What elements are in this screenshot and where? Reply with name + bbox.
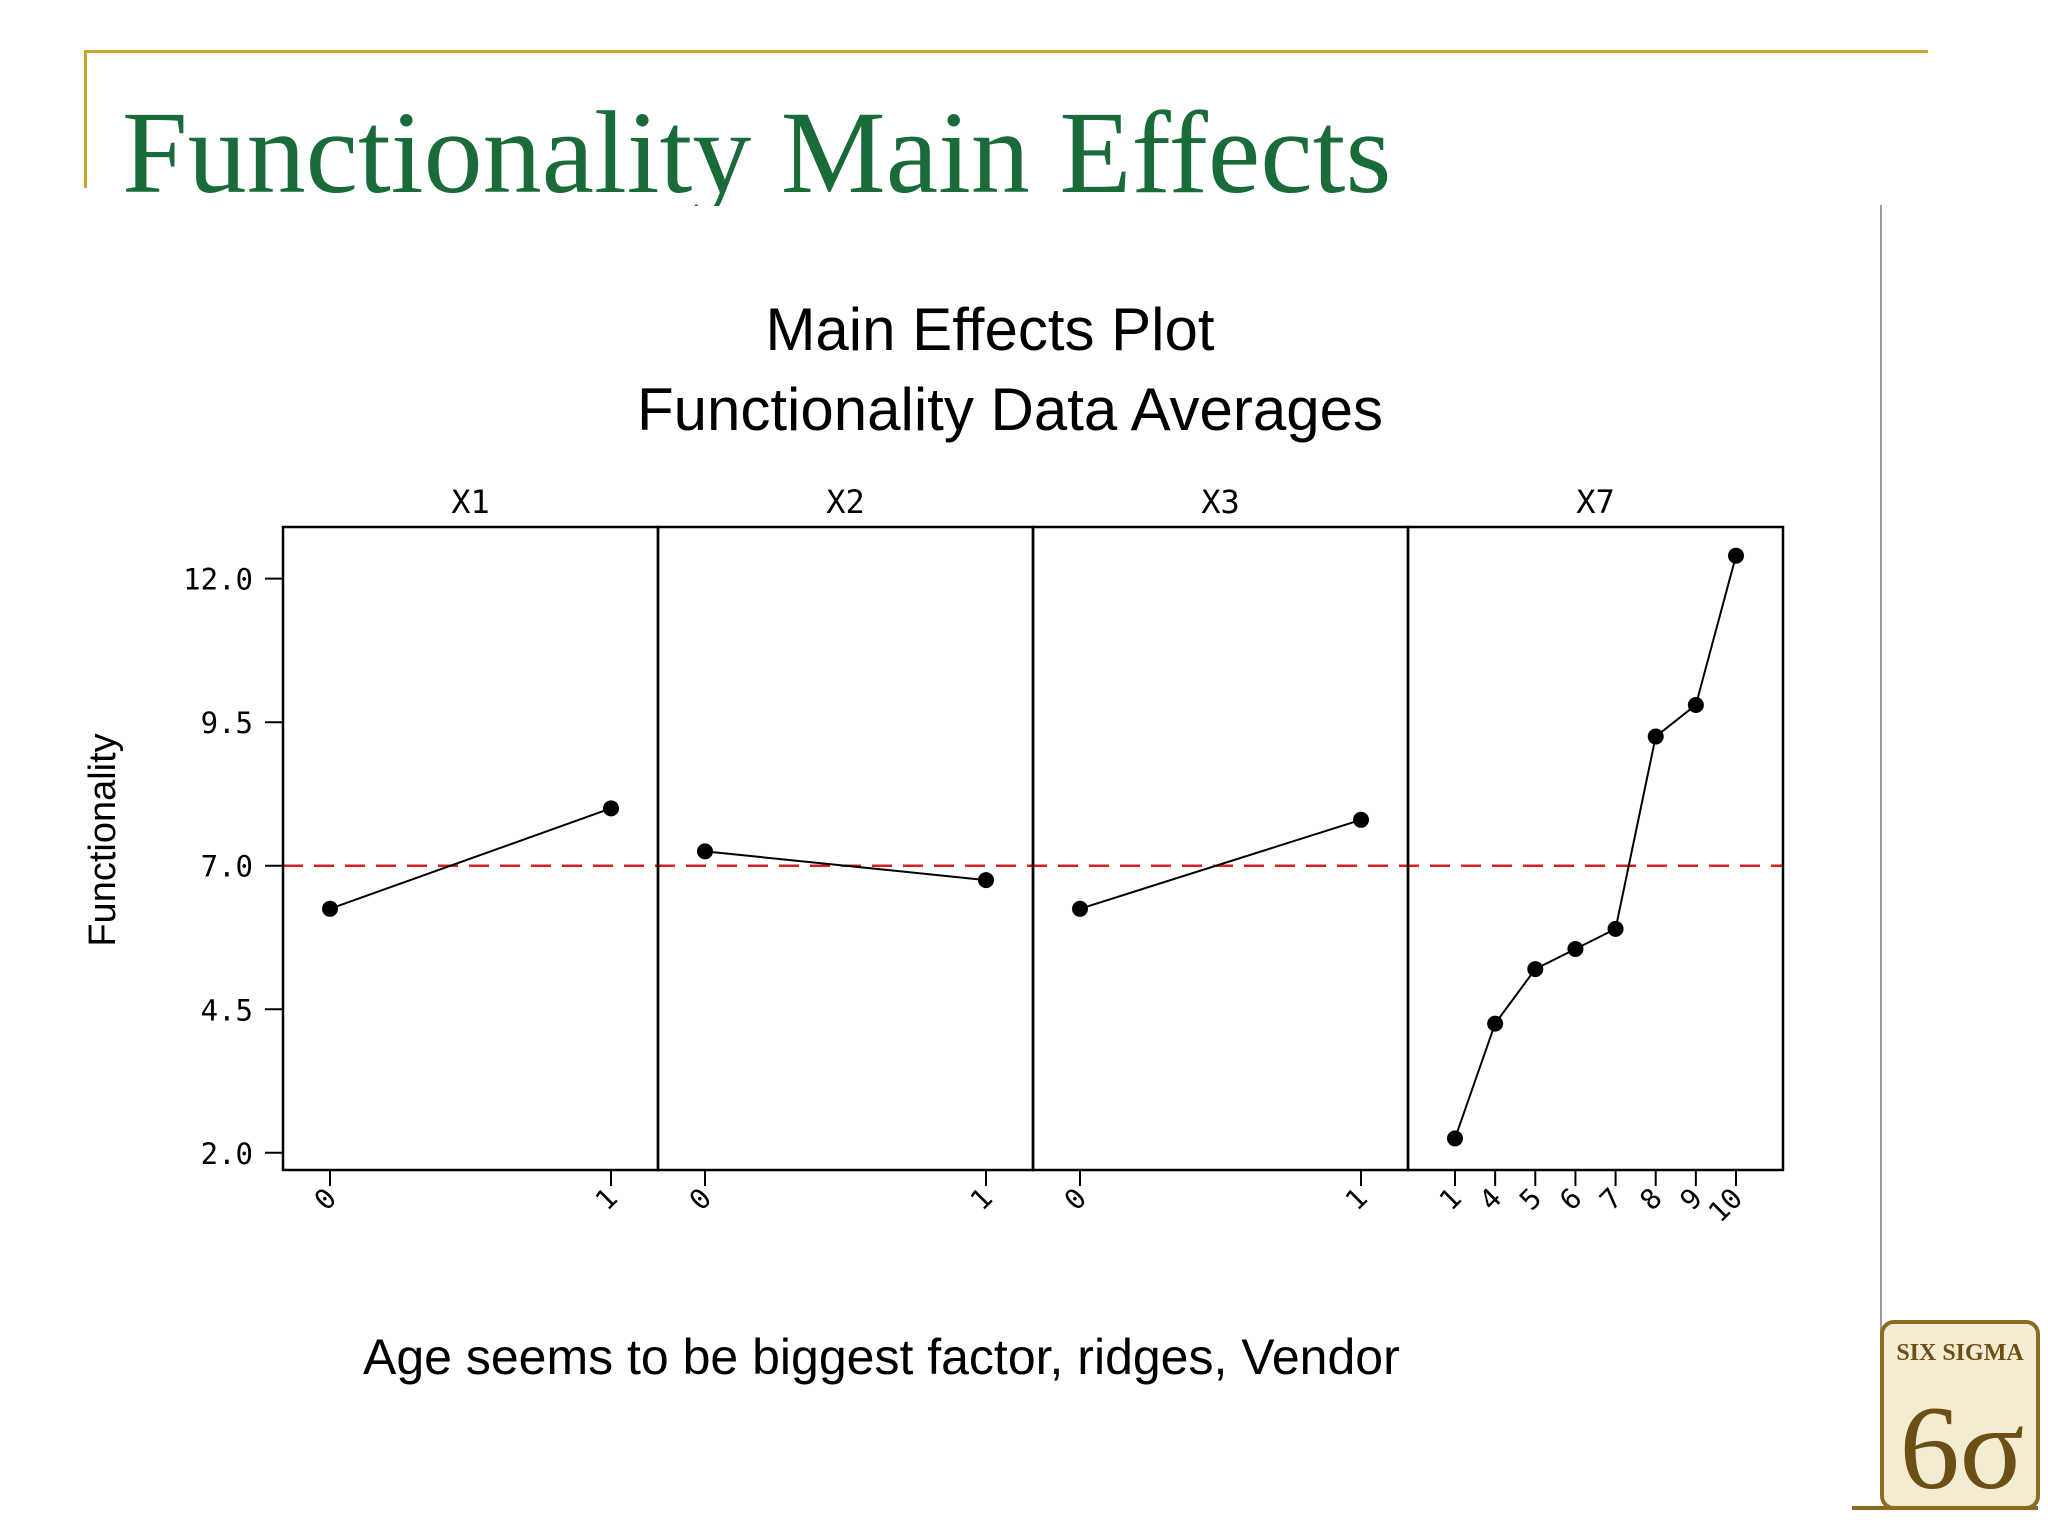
data-point <box>978 872 994 889</box>
data-point <box>1353 811 1369 828</box>
x-tick-label: 0 <box>1058 1182 1093 1217</box>
data-point <box>1072 900 1088 917</box>
x-tick-label: 10 <box>1702 1182 1749 1229</box>
series-line <box>1079 818 1362 910</box>
title-left-rule <box>84 50 87 188</box>
y-tick-label: 9.5 <box>201 706 253 740</box>
data-point <box>1647 728 1664 745</box>
y-tick-label: 7.0 <box>201 850 253 884</box>
x-tick-label: 1 <box>589 1182 624 1217</box>
x-tick-label: 0 <box>683 1182 718 1217</box>
y-tick-label: 2.0 <box>201 1137 253 1171</box>
panel-frame <box>656 525 1035 1172</box>
chart-subtitle: Functionality Data Averages <box>637 376 1383 443</box>
y-tick-label: 4.5 <box>201 993 253 1027</box>
title-top-rule <box>84 50 1928 53</box>
logo-text: SIX SIGMA <box>1896 1340 2024 1366</box>
series-line <box>1454 555 1737 1139</box>
data-point <box>1527 961 1544 978</box>
data-point <box>1728 547 1744 564</box>
series-line <box>704 850 987 882</box>
logo-mark: 6σ <box>1900 1381 2025 1514</box>
data-point <box>1447 1130 1463 1147</box>
x-tick-label: 5 <box>1513 1182 1548 1217</box>
panel-header: X1 <box>451 483 490 521</box>
x-tick-label: 1 <box>1433 1182 1468 1217</box>
six-sigma-logo: SIX SIGMA 6σ <box>1852 1320 2040 1514</box>
panel-header: X7 <box>1576 483 1615 521</box>
data-point <box>1687 696 1704 713</box>
y-tick-label: 12.0 <box>183 563 253 597</box>
panel-header: X2 <box>826 483 865 521</box>
panel-frame <box>1031 525 1410 1172</box>
x-tick-label: 8 <box>1633 1182 1668 1217</box>
panel-frame <box>281 525 660 1172</box>
x-tick-label: 0 <box>308 1182 343 1217</box>
x-tick-label: 6 <box>1553 1182 1588 1217</box>
x-tick-label: 9 <box>1674 1182 1709 1217</box>
panel-frame <box>1406 525 1785 1172</box>
series-line <box>329 807 612 910</box>
y-axis-label: Functionality <box>82 733 124 946</box>
panel-header: X3 <box>1201 483 1240 521</box>
x-tick-label: 1 <box>1339 1182 1374 1217</box>
x-tick-label: 7 <box>1593 1182 1628 1217</box>
data-point <box>322 900 338 917</box>
data-point <box>1567 940 1584 957</box>
x-tick-label: 4 <box>1473 1182 1508 1217</box>
chart-title: Main Effects Plot <box>765 296 1214 363</box>
slide-title: Functionality Main Effects <box>122 88 1392 206</box>
data-point <box>1607 920 1624 937</box>
data-point <box>603 800 619 817</box>
data-point <box>1487 1015 1504 1032</box>
data-point <box>697 843 713 860</box>
x-tick-label: 1 <box>964 1182 999 1217</box>
slide-caption: Age seems to be biggest factor, ridges, … <box>363 1329 1400 1385</box>
slide-right-rule <box>1880 205 1882 1490</box>
